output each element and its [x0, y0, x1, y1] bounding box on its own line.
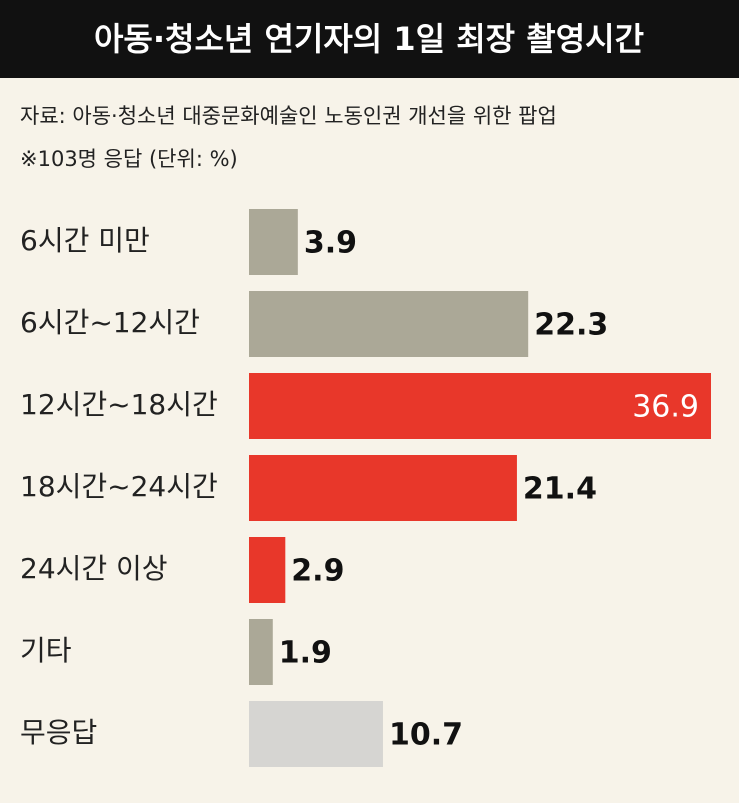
bar	[249, 619, 273, 685]
subtitle: 자료: 아동·청소년 대중문화예술인 노동인권 개선을 위한 팝업	[20, 104, 557, 128]
bar	[249, 373, 711, 439]
bar	[249, 455, 517, 521]
bar	[249, 291, 529, 357]
category-label: 무응답	[20, 716, 97, 749]
category-label: 12시간~18시간	[20, 388, 218, 421]
category-label: 18시간~24시간	[20, 470, 218, 503]
value-label: 22.3	[534, 308, 608, 343]
category-label: 6시간 미만	[20, 224, 150, 257]
subtitle: ※103명 응답 (단위: %)	[20, 147, 238, 171]
value-label: 21.4	[523, 472, 597, 507]
chart-title: 아동·청소년 연기자의 1일 최장 촬영시간	[94, 20, 644, 58]
value-label: 1.9	[279, 636, 332, 671]
category-label: 기타	[20, 634, 72, 667]
bar	[249, 209, 298, 275]
value-label: 2.9	[291, 554, 344, 589]
value-label: 36.9	[632, 390, 699, 425]
bar	[249, 701, 383, 767]
bar	[249, 537, 286, 603]
title-bar	[0, 0, 739, 78]
category-label: 6시간~12시간	[20, 306, 200, 339]
value-label: 3.9	[304, 226, 357, 261]
category-label: 24시간 이상	[20, 552, 168, 585]
value-label: 10.7	[389, 718, 463, 753]
